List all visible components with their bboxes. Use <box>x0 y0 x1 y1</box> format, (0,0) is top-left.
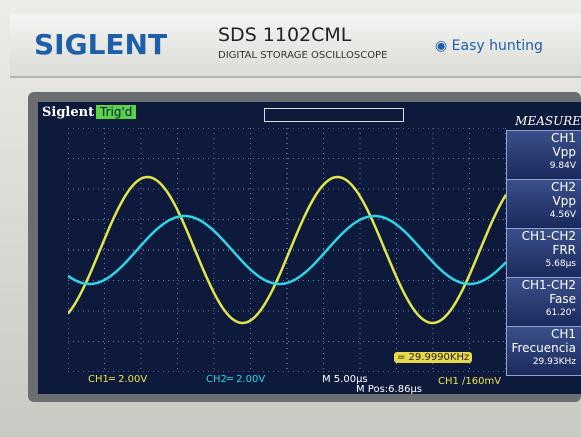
trigger-status: Trig'd <box>96 105 137 119</box>
brand-logo: SIGLENT <box>34 28 168 61</box>
memory-bar <box>264 108 404 122</box>
measure-item[interactable]: CH1 Vpp 9.84V <box>506 130 581 180</box>
measure-value: 5.68μs <box>545 259 576 269</box>
measure-item[interactable]: CH1-CH2 FRR 5.68μs <box>506 228 581 278</box>
menu-title: MEASURE <box>515 114 581 128</box>
measure-name: FRR <box>552 243 576 257</box>
measure-value: 61.20° <box>545 308 576 318</box>
ch2-waveform <box>68 214 506 286</box>
measure-name: Fase <box>549 292 576 306</box>
measure-value: 4.56V <box>549 210 576 220</box>
measure-item[interactable]: CH2 Vpp 4.56V <box>506 179 581 229</box>
time-position: M Pos:6.86μs <box>356 384 423 394</box>
waveform-area <box>68 128 506 372</box>
measure-source: CH2 <box>550 180 576 194</box>
measure-name: Vpp <box>552 194 576 208</box>
measure-source: CH1-CH2 <box>521 278 576 292</box>
slogan-text: Easy hunting <box>451 38 543 54</box>
slogan: ◉ Easy hunting <box>435 38 543 54</box>
measure-name: Vpp <box>552 145 576 159</box>
ch2-scale: CH2═ 2.00V <box>206 374 266 385</box>
measure-item[interactable]: CH1-CH2 Fase 61.20° <box>506 277 581 327</box>
trigger-level: CH1 ∕160mV <box>438 376 502 387</box>
measure-source: CH1 <box>550 327 576 341</box>
measure-source: CH1-CH2 <box>521 229 576 243</box>
measure-value: 29.93KHz <box>532 357 576 367</box>
model-name: SDS 1102CML <box>218 24 352 46</box>
front-panel: SIGLENT SDS 1102CML DIGITAL STORAGE OSCI… <box>10 14 581 78</box>
model-subtitle: DIGITAL STORAGE OSCILLOSCOPE <box>218 50 388 61</box>
measure-item[interactable]: CH1 Frecuencia 29.93KHz <box>506 326 581 376</box>
timebase: M 5.00μs <box>322 374 368 385</box>
ch1-waveform <box>68 175 506 325</box>
measure-value: 9.84V <box>549 161 576 171</box>
screen: Siglent Trig'd MEASURE CH1 Vpp 9.84V CH2 Vpp… <box>38 102 581 394</box>
measure-source: CH1 <box>550 131 576 145</box>
screen-brand: Siglent <box>42 105 95 120</box>
measure-name: Frecuencia <box>511 341 576 355</box>
ch1-scale: CH1═ 2.00V <box>88 374 148 385</box>
frequency-counter: = 29.9990KHz <box>394 352 473 363</box>
